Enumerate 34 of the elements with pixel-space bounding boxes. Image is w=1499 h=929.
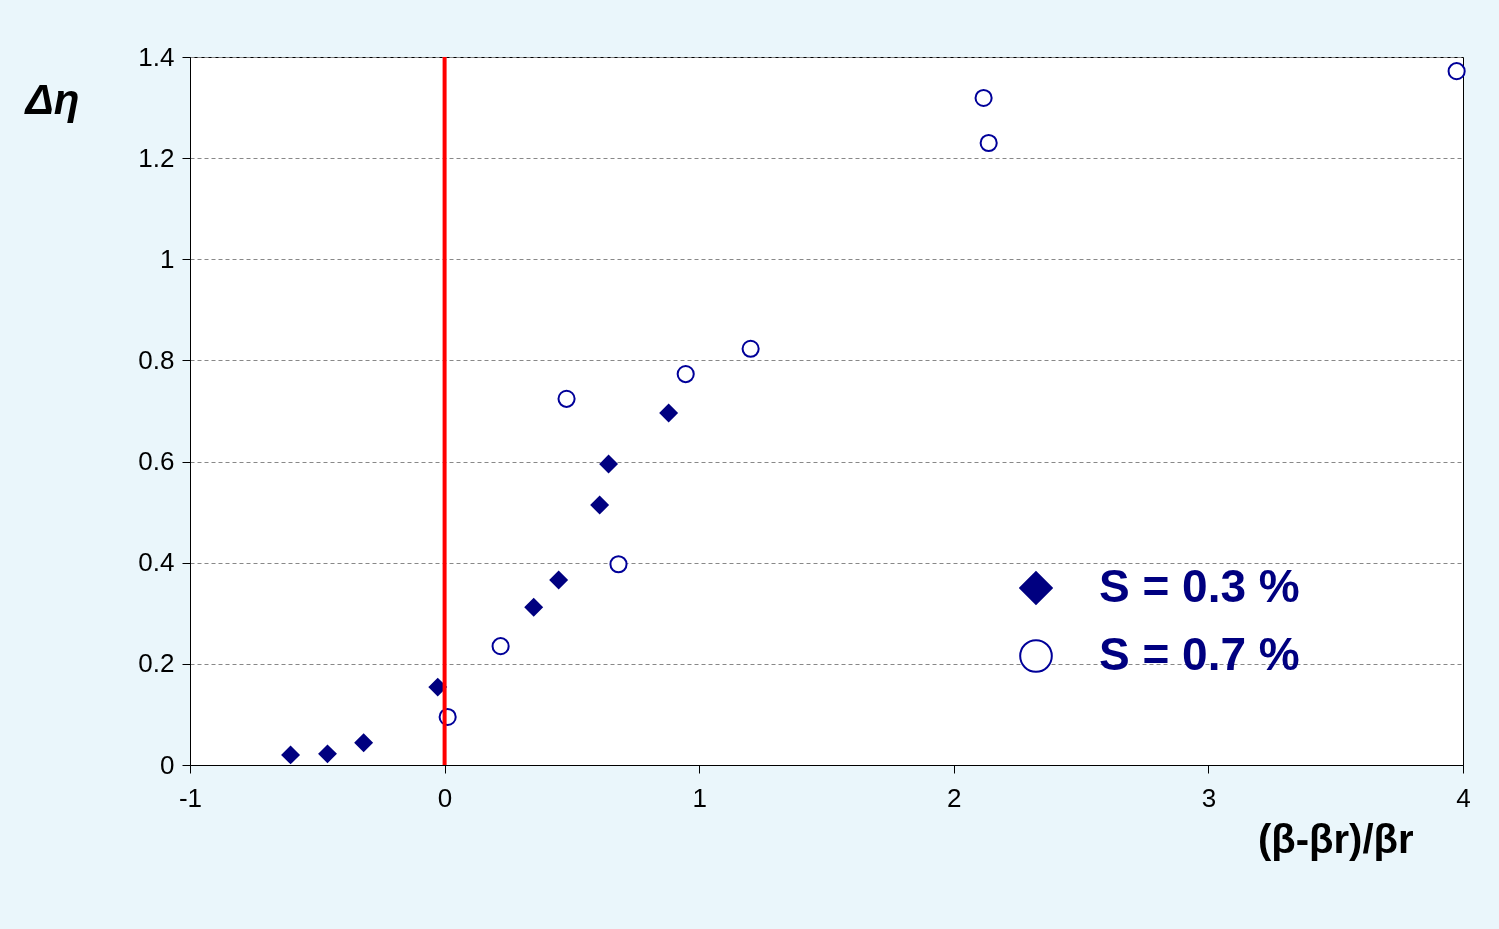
y-tick-label: 0.4 <box>138 547 175 578</box>
point <box>281 745 300 764</box>
point <box>524 598 543 617</box>
y-tick-label: 0 <box>160 749 175 780</box>
x-tick-label: 0 <box>437 782 453 813</box>
point <box>318 744 337 763</box>
point <box>491 637 510 656</box>
point <box>974 88 993 108</box>
point <box>609 555 628 574</box>
x-tick-label: -1 <box>178 782 203 813</box>
point <box>1447 62 1466 81</box>
x-tick-label: 4 <box>1456 782 1471 813</box>
point <box>659 403 678 423</box>
x-tick-label: 2 <box>947 782 962 813</box>
point <box>741 339 760 358</box>
point <box>979 133 998 153</box>
x-tick-label: 1 <box>692 782 707 813</box>
x-tick-label: 3 <box>1201 782 1217 813</box>
point <box>549 570 568 589</box>
y-tick-label: 0.6 <box>138 446 175 477</box>
point <box>599 455 618 474</box>
point <box>557 389 576 408</box>
y-tick-label: 1 <box>160 243 175 274</box>
point <box>590 496 609 515</box>
y-axis-title: Δη <box>23 75 80 123</box>
y-tick-label: 0.2 <box>138 648 175 679</box>
y-tick-label: 1.4 <box>138 41 175 72</box>
legend-label: S = 0.7 % <box>1099 628 1300 680</box>
point <box>676 365 695 384</box>
legend-label: S = 0.3 % <box>1099 560 1300 612</box>
y-tick-label: 1.2 <box>138 142 175 173</box>
y-tick-label: 0.8 <box>138 344 175 375</box>
point <box>354 733 373 752</box>
x-axis-title: (β-βr)/βr <box>1258 816 1414 861</box>
